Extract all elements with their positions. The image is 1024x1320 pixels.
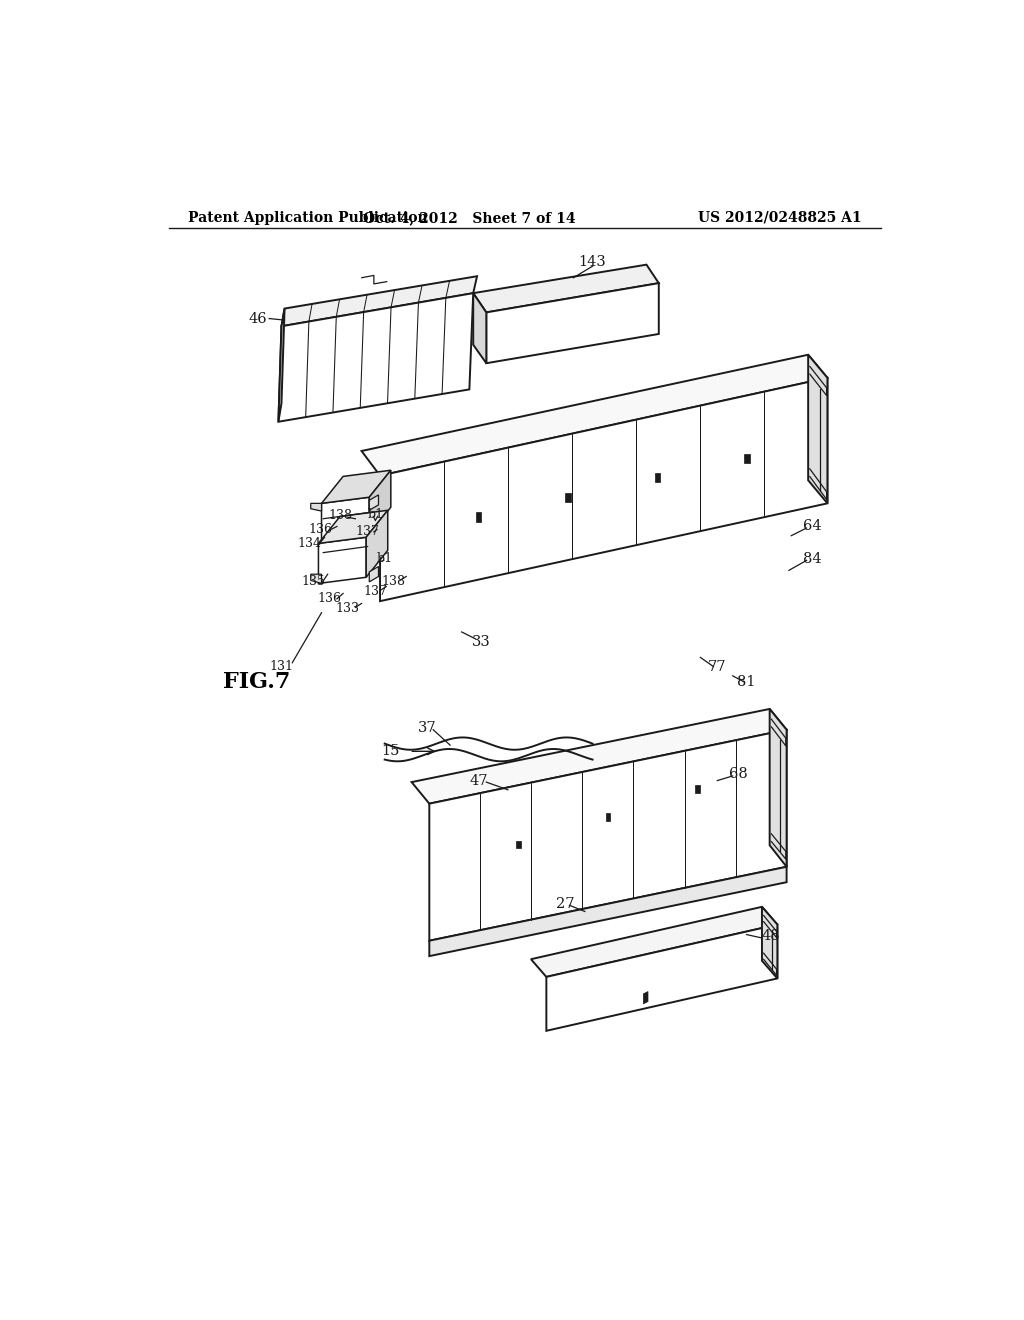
Polygon shape (486, 284, 658, 363)
Polygon shape (322, 470, 391, 503)
Text: 131: 131 (269, 660, 294, 673)
Text: Patent Application Publication: Patent Application Publication (188, 211, 428, 224)
Text: US 2012/0248825 A1: US 2012/0248825 A1 (698, 211, 862, 224)
Polygon shape (282, 276, 477, 326)
Text: 136: 136 (308, 523, 332, 536)
Text: 47: 47 (469, 774, 487, 788)
Text: 27: 27 (556, 896, 574, 911)
Text: 135: 135 (302, 576, 326, 589)
Text: 84: 84 (803, 552, 821, 566)
Polygon shape (429, 867, 786, 956)
Text: 136: 136 (317, 593, 341, 606)
Polygon shape (279, 309, 285, 422)
Text: 81: 81 (737, 675, 756, 689)
Text: 134: 134 (297, 537, 322, 550)
Polygon shape (744, 454, 750, 463)
Polygon shape (476, 512, 481, 521)
Polygon shape (412, 709, 786, 804)
Polygon shape (367, 511, 388, 577)
Polygon shape (380, 378, 827, 601)
Polygon shape (318, 511, 388, 544)
Polygon shape (695, 785, 699, 793)
Polygon shape (310, 574, 322, 583)
Text: 133: 133 (336, 602, 359, 615)
Text: b1: b1 (377, 552, 393, 565)
Text: 138: 138 (382, 576, 406, 589)
Polygon shape (318, 537, 367, 583)
Polygon shape (770, 709, 786, 867)
Text: 48: 48 (762, 929, 780, 942)
Text: 68: 68 (729, 767, 749, 781)
Polygon shape (322, 498, 370, 540)
Polygon shape (310, 503, 322, 511)
Polygon shape (643, 991, 648, 1003)
Text: Oct. 4, 2012   Sheet 7 of 14: Oct. 4, 2012 Sheet 7 of 14 (364, 211, 575, 224)
Text: 15: 15 (382, 744, 400, 758)
Polygon shape (762, 907, 777, 978)
Polygon shape (473, 293, 486, 363)
Text: 143: 143 (579, 255, 606, 269)
Text: 37: 37 (418, 721, 436, 735)
Text: 46: 46 (248, 312, 267, 326)
Polygon shape (605, 813, 610, 821)
Text: FIG.7: FIG.7 (223, 671, 291, 693)
Polygon shape (370, 470, 391, 535)
Text: 64: 64 (803, 520, 821, 533)
Polygon shape (279, 293, 473, 422)
Polygon shape (361, 355, 827, 475)
Text: 77: 77 (708, 660, 727, 673)
Polygon shape (370, 495, 379, 511)
Polygon shape (429, 730, 786, 941)
Polygon shape (531, 907, 777, 977)
Polygon shape (565, 492, 570, 502)
Polygon shape (370, 566, 379, 582)
Text: 137: 137 (355, 525, 380, 539)
Polygon shape (516, 841, 521, 849)
Text: 33: 33 (471, 635, 490, 649)
Polygon shape (654, 473, 660, 482)
Polygon shape (473, 264, 658, 313)
Text: 138: 138 (328, 510, 352, 523)
Text: 137: 137 (364, 585, 387, 598)
Polygon shape (547, 924, 777, 1031)
Polygon shape (808, 355, 827, 503)
Text: b1: b1 (368, 508, 383, 520)
